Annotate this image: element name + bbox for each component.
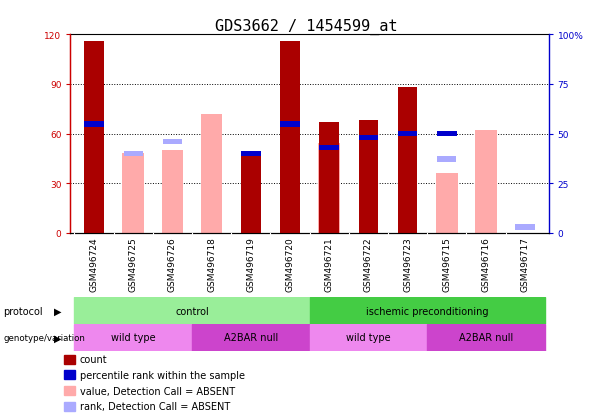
Bar	[162, 139, 182, 145]
Bar	[437, 157, 457, 163]
Bar	[359, 135, 378, 141]
Bar	[319, 145, 339, 151]
Text: GSM496721: GSM496721	[325, 237, 333, 291]
Text: genotype/variation: genotype/variation	[3, 333, 85, 342]
Bar	[398, 88, 417, 233]
Text: ▶: ▶	[54, 332, 61, 343]
Text: ▶: ▶	[54, 306, 61, 316]
Text: GSM496724: GSM496724	[89, 237, 99, 291]
Text: control: control	[175, 306, 209, 316]
Bar	[516, 225, 535, 230]
Text: wild type: wild type	[346, 332, 390, 343]
Bar	[84, 42, 104, 233]
Text: value, Detection Call = ABSENT: value, Detection Call = ABSENT	[80, 386, 235, 396]
Bar	[437, 131, 457, 137]
Bar	[319, 123, 339, 233]
Bar	[475, 131, 497, 233]
Text: GSM496716: GSM496716	[481, 237, 490, 291]
Bar	[359, 135, 378, 141]
Bar	[359, 121, 378, 233]
Text: rank, Detection Call = ABSENT: rank, Detection Call = ABSENT	[80, 401, 230, 411]
Text: protocol: protocol	[3, 306, 43, 316]
Bar	[162, 151, 183, 233]
Bar	[192, 324, 310, 351]
Bar	[398, 131, 417, 137]
Text: GSM496717: GSM496717	[520, 237, 530, 291]
Text: GSM496723: GSM496723	[403, 237, 412, 291]
Bar	[241, 154, 261, 233]
Text: count: count	[80, 354, 107, 364]
Text: GSM496722: GSM496722	[364, 237, 373, 291]
Bar	[436, 174, 457, 233]
Bar	[280, 42, 300, 233]
Text: GSM496725: GSM496725	[129, 237, 138, 291]
Text: A2BAR null: A2BAR null	[224, 332, 278, 343]
Text: wild type: wild type	[111, 332, 156, 343]
Bar	[241, 151, 261, 157]
Bar	[201, 114, 223, 233]
Bar	[318, 144, 340, 233]
Text: percentile rank within the sample: percentile rank within the sample	[80, 370, 245, 380]
Bar	[74, 297, 310, 324]
Text: GSM496720: GSM496720	[286, 237, 294, 291]
Text: GSM496719: GSM496719	[246, 237, 255, 291]
Bar	[310, 297, 545, 324]
Bar	[427, 324, 545, 351]
Bar	[123, 151, 143, 157]
Bar	[84, 121, 104, 127]
Text: GDS3662 / 1454599_at: GDS3662 / 1454599_at	[215, 19, 398, 35]
Text: GSM496726: GSM496726	[168, 237, 177, 291]
Bar	[74, 324, 192, 351]
Text: GSM496715: GSM496715	[442, 237, 451, 291]
Bar	[123, 154, 144, 233]
Text: ischemic preconditioning: ischemic preconditioning	[366, 306, 489, 316]
Text: GSM496718: GSM496718	[207, 237, 216, 291]
Text: A2BAR null: A2BAR null	[459, 332, 513, 343]
Bar	[310, 324, 427, 351]
Bar	[280, 121, 300, 127]
